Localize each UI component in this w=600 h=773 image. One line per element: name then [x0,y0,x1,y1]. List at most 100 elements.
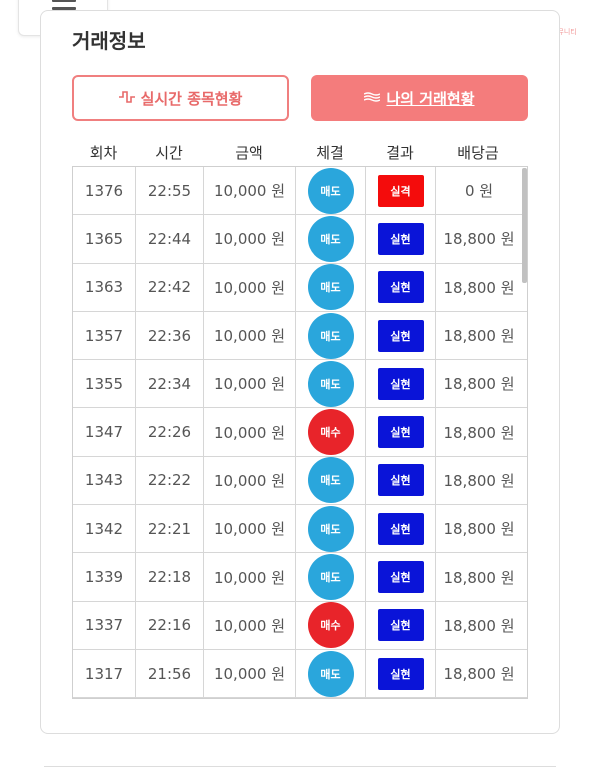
cell-dividend: 18,800 원 [443,230,515,249]
cell-round: 1342 [73,505,136,553]
cell-amount: 10,000 원 [204,456,296,505]
cell-execution: 매도 [296,360,366,408]
cell-result: 실현 [366,311,436,360]
sell-badge: 매도 [307,554,354,601]
cell-amount: 10,000 원 [204,360,296,408]
table-row: 1343 22:22 10,000 원 매도 실현 18,800 원 [73,456,527,506]
table-row: 1357 22:36 10,000 원 매도 실현 18,800 원 [73,311,527,361]
table-row: 1339 22:18 10,000 원 매도 실현 18,800 원 [73,553,527,602]
cell-execution: 매수 [296,408,366,456]
realized-badge: 실현 [377,271,424,304]
cell-time: 22:18 [136,553,204,601]
realized-badge: 실현 [377,657,424,690]
table-row: 1337 22:16 10,000 원 매수 실현 18,800 원 [73,601,527,650]
cell-result: 실현 [366,360,436,408]
cell-amount: 10,000 원 [204,311,296,360]
cell-amount: 10,000 원 [204,215,296,263]
sell-badge: 매도 [307,312,354,359]
disqualified-badge: 실격 [377,174,424,207]
sell-badge: 매도 [307,505,354,552]
table-row: 1342 22:21 10,000 원 매도 실현 18,800 원 [73,505,527,554]
header-time: 시간 [155,144,183,162]
table-row: 1365 22:44 10,000 원 매도 실현 18,800 원 [73,215,527,264]
cell-time: 22:44 [136,215,204,263]
realtime-status-label: 실시간 종목현황 [140,89,243,108]
cell-result: 실현 [366,263,436,311]
table-scrollbar[interactable] [522,168,527,283]
table-row: 1355 22:34 10,000 원 매도 실현 18,800 원 [73,360,527,409]
header-execution: 체결 [316,144,344,162]
realized-badge: 실현 [377,367,424,400]
cell-dividend: 18,800 원 [443,568,515,587]
cell-time: 22:36 [136,311,204,360]
cell-result: 실현 [366,215,436,263]
sell-badge: 매도 [307,167,354,214]
cell-execution: 매도 [296,649,366,698]
cell-round: 1337 [73,601,136,649]
cell-time: 22:16 [136,601,204,649]
cell-result: 실격 [366,167,436,215]
table-row: 1363 22:42 10,000 원 매도 실현 18,800 원 [73,263,527,312]
cell-amount: 10,000 원 [204,167,296,215]
cell-amount: 10,000 원 [204,601,296,649]
cell-round: 1343 [73,456,136,505]
table-row: 1347 22:26 10,000 원 매수 실현 18,800 원 [73,408,527,457]
cell-round: 1317 [73,649,136,698]
realized-badge: 실현 [377,464,424,497]
header-result: 결과 [386,144,414,162]
realized-badge: 실현 [377,222,424,255]
realized-badge: 실현 [377,561,424,594]
cell-dividend: 18,800 원 [443,665,515,684]
cell-amount: 10,000 원 [204,505,296,553]
bottom-divider [44,766,556,767]
my-trades-label: 나의 거래현황 [386,89,475,108]
cell-time: 22:26 [136,408,204,456]
cell-dividend: 18,800 원 [443,520,515,539]
cell-result: 실현 [366,456,436,505]
sell-badge: 매도 [307,457,354,504]
cell-dividend: 18,800 원 [443,471,515,490]
header-amount: 금액 [235,144,263,162]
cell-round: 1376 [73,167,136,215]
cell-time: 21:56 [136,649,204,698]
cell-execution: 매도 [296,505,366,553]
cell-dividend: 18,800 원 [443,375,515,394]
cell-dividend: 18,800 원 [443,278,515,297]
realized-badge: 실현 [377,416,424,449]
section-title: 거래정보 [72,29,146,53]
table-header: 회차 시간 금액 체결 결과 배당금 [72,140,528,166]
waves-icon [364,89,381,107]
hamburger-icon [52,0,76,15]
cell-dividend: 0 원 [464,182,494,201]
cell-round: 1363 [73,263,136,311]
sell-badge: 매도 [307,650,354,697]
cell-execution: 매도 [296,215,366,263]
cell-time: 22:42 [136,263,204,311]
buy-badge: 매수 [307,602,354,649]
realtime-status-button[interactable]: 실시간 종목현황 [72,75,289,121]
cell-dividend: 18,800 원 [443,327,515,346]
cell-result: 실현 [366,505,436,553]
cell-result: 실현 [366,408,436,456]
realized-badge: 실현 [377,319,424,352]
trade-table[interactable]: 1376 22:55 10,000 원 매도 실격 0 원 1365 22:44 10,000 … [72,166,528,699]
cell-execution: 매도 [296,553,366,601]
cell-round: 1347 [73,408,136,456]
cell-execution: 매도 [296,167,366,215]
cell-amount: 10,000 원 [204,263,296,311]
cell-dividend: 18,800 원 [443,616,515,635]
cell-time: 22:21 [136,505,204,553]
realized-badge: 실현 [377,512,424,545]
cell-execution: 매도 [296,456,366,505]
my-trades-button[interactable]: 나의 거래현황 [311,75,528,121]
header-dividend: 배당금 [457,144,499,162]
table-row: 1317 21:56 10,000 원 매도 실현 18,800 원 [73,649,527,698]
cell-result: 실현 [366,649,436,698]
cell-time: 22:22 [136,456,204,505]
pulse-icon [118,89,135,107]
cell-execution: 매수 [296,601,366,649]
cell-amount: 10,000 원 [204,408,296,456]
cell-time: 22:55 [136,167,204,215]
cell-execution: 매도 [296,311,366,360]
cell-time: 22:34 [136,360,204,408]
